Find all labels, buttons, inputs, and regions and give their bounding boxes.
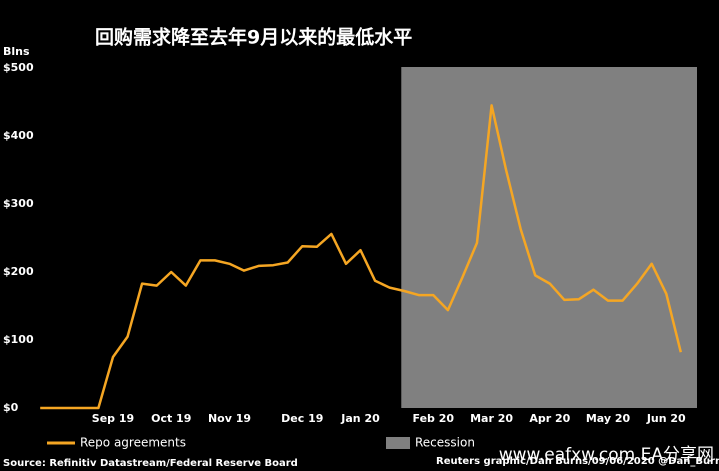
- legend-label: Repo agreements: [80, 436, 186, 450]
- y-tick-label: $400: [3, 129, 34, 142]
- series-line: [40, 104, 683, 410]
- credit: Reuters graphic/Dan Burns/09/06/2020 @Da…: [436, 456, 719, 467]
- y-tick-label: $300: [3, 197, 34, 210]
- x-tick-label: Mar 20: [470, 412, 513, 425]
- x-tick-label: May 20: [586, 412, 631, 425]
- x-tick-label: Dec 19: [281, 412, 323, 425]
- y-tick-label: $500: [3, 61, 34, 74]
- y-unit-label: Blns: [3, 45, 30, 58]
- chart-title: 回购需求降至去年9月以来的最低水平: [95, 26, 412, 49]
- x-tick-label: Jan 20: [340, 412, 380, 425]
- y-tick-label: $200: [3, 265, 34, 278]
- x-tick-label: Sep 19: [92, 412, 134, 425]
- x-tick-label: Apr 20: [529, 412, 570, 425]
- x-tick-label: Oct 19: [151, 412, 191, 425]
- y-tick-label: $0: [3, 401, 19, 414]
- x-tick-label: Nov 19: [208, 412, 251, 425]
- source: Source: Refinitiv Datastream/Federal Res…: [3, 458, 298, 469]
- x-tick-label: Jun 20: [646, 412, 686, 425]
- x-tick-label: Feb 20: [413, 412, 455, 425]
- watermark: www.eafxw.com EA分享网: [499, 445, 714, 465]
- y-tick-label: $100: [3, 333, 34, 346]
- recession-band: [401, 67, 697, 408]
- legend-swatch: [386, 437, 410, 449]
- legend-label: Recession: [415, 436, 475, 450]
